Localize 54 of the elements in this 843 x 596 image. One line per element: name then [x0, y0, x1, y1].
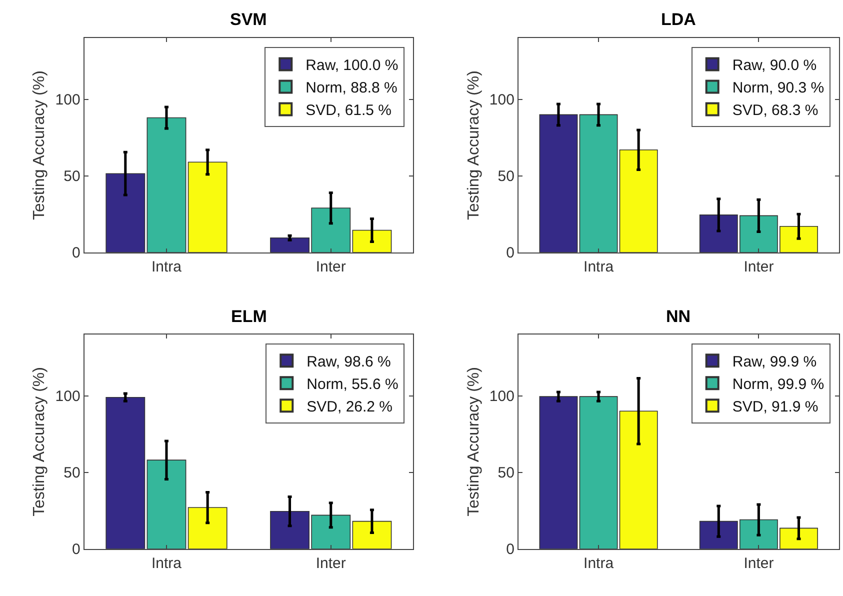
legend-label: SVD, 68.3 %	[732, 102, 818, 120]
bar	[106, 396, 146, 549]
legend-label: SVD, 91.9 %	[732, 398, 818, 416]
bar	[579, 114, 618, 252]
y-tick-label: 50	[498, 464, 514, 482]
x-tick-label: Intra	[151, 554, 182, 572]
bar	[619, 410, 658, 549]
x-tick-label: Intra	[584, 554, 614, 572]
y-tick-label: 0	[72, 541, 80, 558]
legend-label: Norm, 90.3 %	[732, 80, 824, 97]
y-axis-title: Testing Accuracy (%)	[31, 70, 48, 220]
bar	[188, 162, 228, 252]
legend-label: Raw, 99.9 %	[732, 353, 817, 370]
bar	[539, 114, 578, 252]
y-tick-label: 50	[498, 168, 514, 186]
bar	[539, 396, 578, 549]
legend-label: Norm, 88.8 %	[306, 80, 398, 97]
bar	[106, 173, 146, 252]
y-tick-label: 100	[55, 92, 80, 109]
chart-title: NN	[666, 307, 691, 326]
x-tick-label: Inter	[744, 554, 774, 572]
chart-title: ELM	[231, 307, 267, 326]
bar	[619, 149, 658, 252]
bar	[146, 117, 186, 252]
x-tick-label: Inter	[316, 258, 346, 276]
legend-label: Raw, 90.0 %	[732, 57, 817, 74]
x-tick-label: Intra	[151, 258, 182, 276]
y-axis-title: Testing Accuracy (%)	[465, 367, 482, 516]
y-tick-label: 50	[64, 168, 80, 186]
y-tick-label: 0	[72, 244, 80, 262]
y-tick-label: 0	[506, 541, 514, 558]
x-tick-label: Intra	[584, 258, 614, 276]
y-tick-label: 100	[55, 388, 80, 406]
legend-label: SVD, 26.2 %	[306, 398, 393, 416]
bar	[579, 396, 618, 549]
bar	[352, 230, 392, 252]
bar	[352, 520, 392, 549]
legend-label: Raw, 100.0 %	[306, 57, 398, 74]
x-tick-label: Inter	[744, 258, 774, 276]
chart-title: LDA	[661, 10, 696, 29]
legend-label: Raw, 98.6 %	[306, 353, 391, 370]
y-tick-label: 0	[506, 244, 514, 262]
legend-label: SVD, 61.5 %	[306, 102, 392, 120]
bar	[146, 460, 186, 549]
y-tick-label: 50	[64, 464, 80, 482]
y-tick-label: 100	[489, 92, 514, 109]
chart-title: SVM	[230, 10, 267, 29]
bar	[188, 507, 228, 549]
y-axis-title: Testing Accuracy (%)	[31, 367, 48, 516]
legend-label: Norm, 55.6 %	[306, 376, 398, 393]
x-tick-label: Inter	[316, 554, 346, 572]
y-tick-label: 100	[489, 388, 514, 406]
legend-label: Norm, 99.9 %	[732, 376, 824, 393]
y-axis-title: Testing Accuracy (%)	[465, 70, 482, 220]
